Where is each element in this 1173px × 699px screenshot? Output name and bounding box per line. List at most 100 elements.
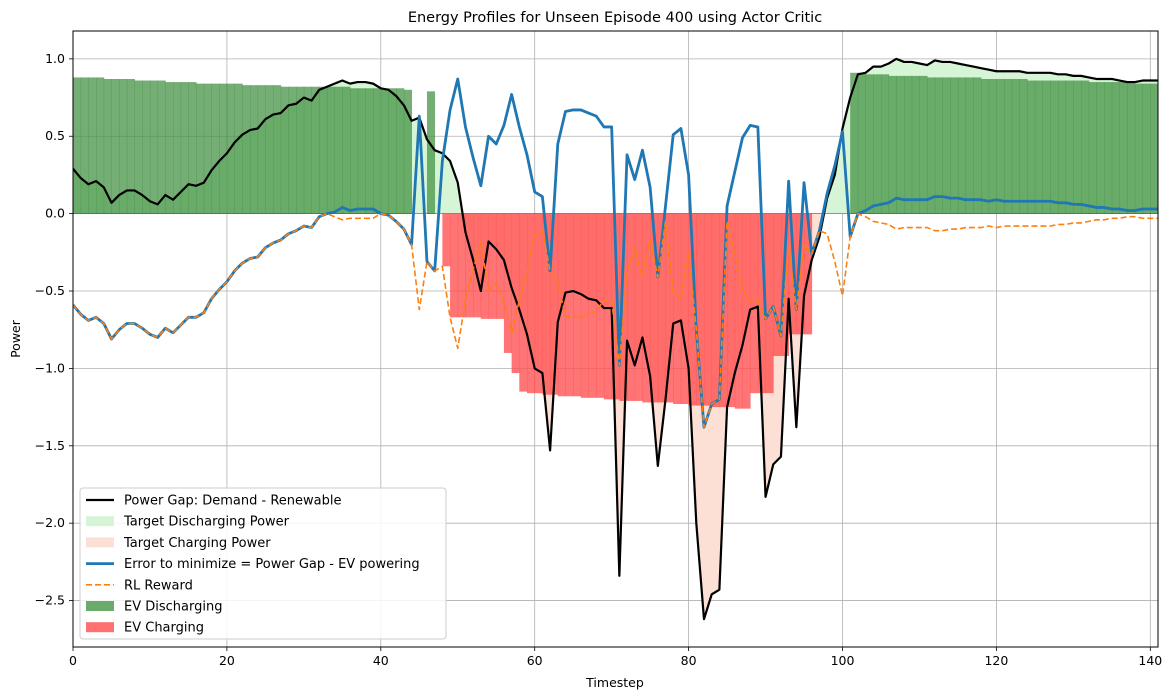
ev-discharging-bar xyxy=(1119,82,1128,214)
ev-discharging-bar xyxy=(80,77,89,214)
x-tick-label: 120 xyxy=(984,653,1008,668)
ev-discharging-bar xyxy=(1096,82,1105,214)
ev-charging-bar xyxy=(588,213,597,398)
ev-discharging-bar xyxy=(942,77,951,214)
ev-charging-bar xyxy=(757,213,766,394)
ev-discharging-bar xyxy=(188,82,197,214)
ev-discharging-bar xyxy=(896,75,905,214)
ev-discharging-bar xyxy=(1081,80,1090,214)
ev-discharging-bar xyxy=(1034,80,1043,214)
y-tick-label: 0.0 xyxy=(45,206,65,221)
ev-discharging-bar xyxy=(273,85,282,214)
x-tick-label: 80 xyxy=(681,653,697,668)
ev-discharging-bar xyxy=(888,75,897,214)
ev-discharging-bar xyxy=(111,78,120,214)
ev-charging-bar xyxy=(527,213,536,394)
y-tick-label: −1.0 xyxy=(35,360,65,375)
ev-discharging-bar xyxy=(242,85,251,214)
ev-discharging-bar xyxy=(904,75,913,214)
ev-discharging-bar xyxy=(1127,82,1136,214)
ev-discharging-bar xyxy=(873,74,882,214)
ev-discharging-bar xyxy=(1050,80,1059,214)
y-tick-label: −1.5 xyxy=(35,438,65,453)
chart-title: Energy Profiles for Unseen Episode 400 u… xyxy=(408,10,822,26)
x-tick-label: 20 xyxy=(219,653,235,668)
legend-patch-swatch xyxy=(86,537,114,548)
y-tick-label: −0.5 xyxy=(35,283,65,298)
ev-charging-bar xyxy=(673,213,682,405)
ev-discharging-bar xyxy=(403,89,412,214)
ev-discharging-bar xyxy=(334,86,343,214)
ev-discharging-bar xyxy=(357,88,366,214)
ev-discharging-bar xyxy=(850,72,859,214)
ev-discharging-bar xyxy=(380,88,389,214)
ev-charging-bar xyxy=(696,213,705,406)
ev-discharging-bar xyxy=(126,78,135,214)
ev-charging-bar xyxy=(680,213,690,405)
legend-label: Power Gap: Demand - Renewable xyxy=(124,494,341,509)
ev-charging-bar xyxy=(542,213,551,395)
ev-charging-bar xyxy=(519,213,528,392)
ev-discharging-bar xyxy=(142,80,151,214)
ev-discharging-bar xyxy=(365,88,374,214)
ev-charging-bar xyxy=(580,213,589,398)
ev-discharging-bar xyxy=(203,83,212,214)
ev-discharging-bar xyxy=(296,86,305,214)
ev-discharging-bar xyxy=(1004,78,1013,214)
x-tick-label: 40 xyxy=(373,653,389,668)
ev-discharging-bar xyxy=(1057,80,1067,214)
ev-discharging-bar xyxy=(934,77,943,214)
y-tick-label: −2.0 xyxy=(35,515,65,530)
ev-charging-bar xyxy=(534,213,543,394)
ev-charging-bar xyxy=(565,213,574,397)
ev-discharging-bar xyxy=(234,83,243,214)
ev-charging-bar xyxy=(727,213,736,408)
x-tick-label: 60 xyxy=(527,653,543,668)
ev-discharging-bar xyxy=(311,86,320,214)
y-tick-label: 1.0 xyxy=(45,51,65,66)
ev-discharging-bar xyxy=(342,86,351,214)
ev-charging-bar xyxy=(450,213,459,318)
ev-discharging-bar xyxy=(965,77,974,214)
ev-charging-bar xyxy=(503,213,513,353)
ev-discharging-bar xyxy=(1104,82,1113,214)
ev-discharging-bar xyxy=(196,83,205,214)
ev-discharging-bar xyxy=(326,86,336,214)
ev-charging-bar xyxy=(711,213,720,408)
ev-discharging-bar xyxy=(265,85,274,214)
power-gap-line xyxy=(73,57,1158,621)
series-lines xyxy=(73,57,1158,621)
ev-discharging-bar xyxy=(857,72,866,214)
ev-discharging-bar xyxy=(1134,83,1144,214)
legend-box xyxy=(79,487,447,640)
ev-discharging-bar xyxy=(1111,82,1120,214)
ev-discharging-bar xyxy=(288,86,297,214)
ev-discharging-bar xyxy=(173,82,182,214)
ev-charging-bar xyxy=(603,213,613,400)
ev-discharging-bar xyxy=(211,83,220,214)
legend-patch-swatch xyxy=(86,601,114,611)
ev-discharging-bar xyxy=(927,77,936,214)
ev-charging-bar xyxy=(619,213,628,401)
ev-discharging-bar xyxy=(149,80,159,214)
x-axis-label: Timestep xyxy=(585,675,644,690)
ev-charging-bar xyxy=(688,213,697,406)
x-tick-label: 140 xyxy=(1138,653,1162,668)
x-tick-label: 0 xyxy=(69,653,77,668)
ev-discharging-bar xyxy=(880,74,890,214)
legend: Power Gap: Demand - Renewable Target Disc… xyxy=(79,487,447,640)
ev-discharging-bar xyxy=(1142,83,1151,214)
ev-discharging-bar xyxy=(119,78,128,214)
legend-label: EV Charging xyxy=(124,621,204,636)
ev-discharging-bar xyxy=(1150,83,1158,214)
ev-discharging-bar xyxy=(73,77,82,214)
ev-discharging-bar xyxy=(319,86,328,214)
ev-discharging-bar xyxy=(1027,80,1036,214)
ev-discharging-bar xyxy=(303,86,312,214)
ev-discharging-bar xyxy=(134,80,143,214)
ev-discharging-bar xyxy=(1065,80,1074,214)
ev-charging-bar xyxy=(650,213,659,403)
legend-label: EV Discharging xyxy=(124,600,222,615)
